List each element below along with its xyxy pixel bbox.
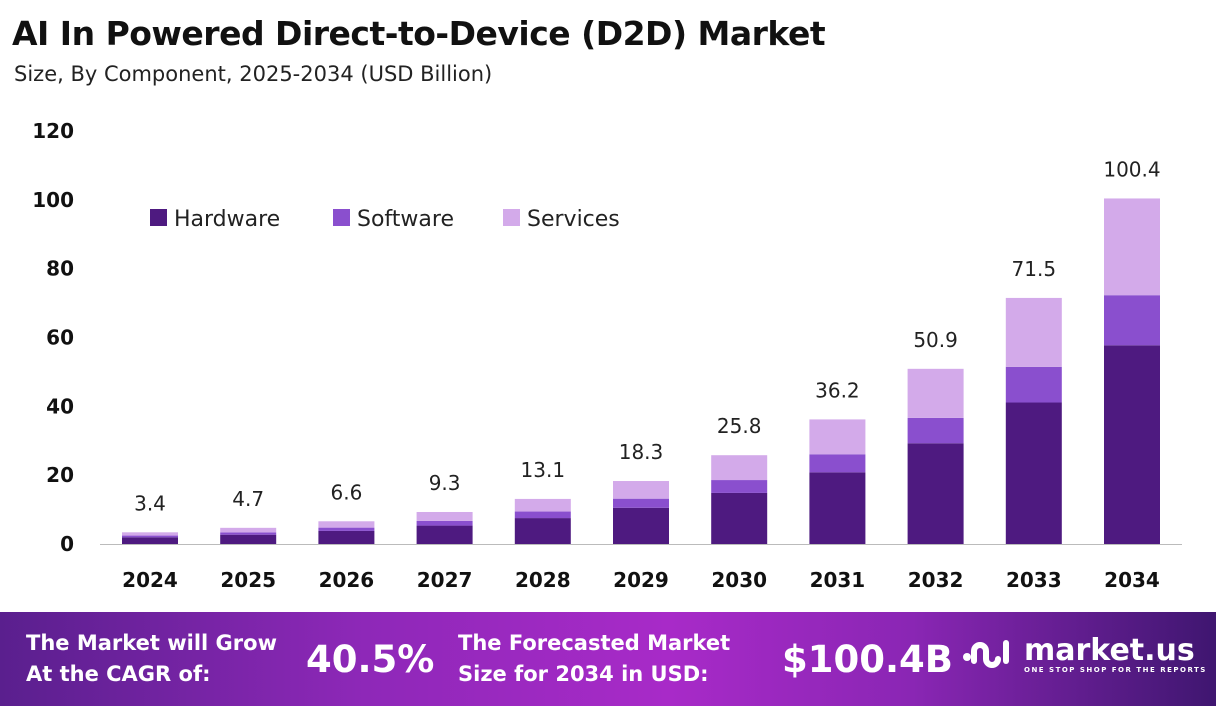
bar-segment-services bbox=[416, 511, 473, 521]
legend-label-hardware: Hardware bbox=[174, 207, 280, 232]
bar-segment-services bbox=[1104, 198, 1160, 296]
total-data-label: 13.1 bbox=[521, 458, 566, 482]
bar-segment-services bbox=[514, 498, 571, 512]
bar-segment-services bbox=[613, 481, 669, 499]
total-data-label: 4.7 bbox=[232, 487, 264, 511]
total-data-label: 18.3 bbox=[619, 440, 664, 464]
bar-segment-software bbox=[711, 480, 768, 493]
total-data-label: 6.6 bbox=[330, 480, 362, 504]
bar-segment-services bbox=[907, 368, 964, 418]
bar-segment-software bbox=[809, 454, 866, 473]
bar-segment-software bbox=[220, 532, 277, 535]
x-tick-label: 2032 bbox=[908, 568, 964, 592]
bar-segment-software bbox=[613, 498, 669, 508]
total-data-label: 100.4 bbox=[1103, 157, 1160, 181]
total-data-label: 25.8 bbox=[717, 414, 762, 438]
bar-segment-services bbox=[809, 419, 866, 455]
x-tick-label: 2025 bbox=[220, 568, 276, 592]
total-data-label: 50.9 bbox=[913, 328, 958, 352]
x-tick-label: 2027 bbox=[417, 568, 473, 592]
logo-name: market.us bbox=[1024, 633, 1195, 668]
chart-title: AI In Powered Direct-to-Device (D2D) Mar… bbox=[12, 14, 826, 53]
bar-segment-software bbox=[318, 527, 375, 531]
x-tick-label: 2026 bbox=[319, 568, 375, 592]
x-tick-label: 2033 bbox=[1006, 568, 1062, 592]
bar-segment-services bbox=[1005, 297, 1062, 367]
forecast-value: $100.4B bbox=[782, 638, 953, 681]
forecast-label-line2: Size for 2034 in USD: bbox=[458, 662, 709, 686]
y-tick-label: 60 bbox=[46, 326, 74, 350]
stacked-bar-chart: 0 20 40 60 80 100 120 3.4 2024 4.7 2025 6.6 2026 9.3 2… bbox=[32, 119, 1182, 592]
x-tick-label: 2028 bbox=[515, 568, 571, 592]
x-tick-label: 2029 bbox=[613, 568, 669, 592]
bar-segment-services bbox=[318, 521, 375, 528]
y-tick-label: 120 bbox=[32, 119, 74, 143]
bar-segment-software bbox=[1104, 295, 1160, 346]
bar-segment-hardware bbox=[122, 537, 178, 544]
bar-segment-hardware bbox=[220, 534, 277, 544]
bar-segment-hardware bbox=[1104, 345, 1160, 544]
bar-segment-software bbox=[416, 520, 473, 526]
total-data-label: 9.3 bbox=[429, 471, 461, 495]
bar-segment-software bbox=[122, 535, 178, 538]
forecast-label-line1: The Forecasted Market bbox=[458, 631, 731, 655]
legend-swatch-services bbox=[503, 209, 520, 226]
cagr-label-line1: The Market will Grow bbox=[26, 631, 277, 655]
market-us-logo: market.us ONE STOP SHOP FOR THE REPORTS bbox=[962, 636, 1207, 674]
y-tick-label: 20 bbox=[46, 463, 74, 487]
bar-segment-hardware bbox=[613, 507, 669, 544]
x-tick-label: 2030 bbox=[711, 568, 767, 592]
bar-segment-hardware bbox=[711, 492, 768, 544]
bar-segment-hardware bbox=[416, 525, 473, 544]
legend-label-services: Services bbox=[527, 207, 620, 232]
logo-mark-icon bbox=[963, 640, 1009, 668]
y-tick-label: 100 bbox=[32, 188, 74, 212]
legend-swatch-software bbox=[333, 209, 350, 226]
legend-label-software: Software bbox=[357, 207, 454, 232]
bar-segment-services bbox=[711, 455, 768, 481]
logo-tagline: ONE STOP SHOP FOR THE REPORTS bbox=[1024, 666, 1207, 674]
bar-segment-hardware bbox=[514, 518, 571, 544]
bar-segment-hardware bbox=[809, 472, 866, 544]
total-data-label: 3.4 bbox=[134, 491, 166, 515]
x-tick-label: 2031 bbox=[810, 568, 866, 592]
x-tick-label: 2034 bbox=[1104, 568, 1160, 592]
bar-segment-services bbox=[220, 527, 277, 533]
bar-segment-services bbox=[122, 532, 178, 536]
bar-segment-software bbox=[514, 511, 571, 519]
bar-segment-software bbox=[1005, 366, 1062, 403]
y-tick-label: 0 bbox=[60, 532, 74, 556]
bar-segment-hardware bbox=[318, 530, 375, 544]
x-tick-label: 2024 bbox=[122, 568, 178, 592]
bar-segment-hardware bbox=[907, 443, 964, 544]
bar-segment-software bbox=[907, 417, 964, 444]
y-tick-label: 80 bbox=[46, 257, 74, 281]
total-data-label: 36.2 bbox=[815, 378, 860, 402]
bar-segment-hardware bbox=[1005, 402, 1062, 544]
cagr-label-line2: At the CAGR of: bbox=[26, 662, 211, 686]
chart-subtitle: Size, By Component, 2025-2034 (USD Billi… bbox=[14, 62, 493, 86]
total-data-label: 71.5 bbox=[1012, 257, 1057, 281]
y-tick-label: 40 bbox=[46, 394, 74, 418]
cagr-value: 40.5% bbox=[306, 638, 435, 681]
legend-swatch-hardware bbox=[150, 209, 167, 226]
footer-banner: The Market will Grow At the CAGR of: 40.… bbox=[0, 612, 1216, 706]
